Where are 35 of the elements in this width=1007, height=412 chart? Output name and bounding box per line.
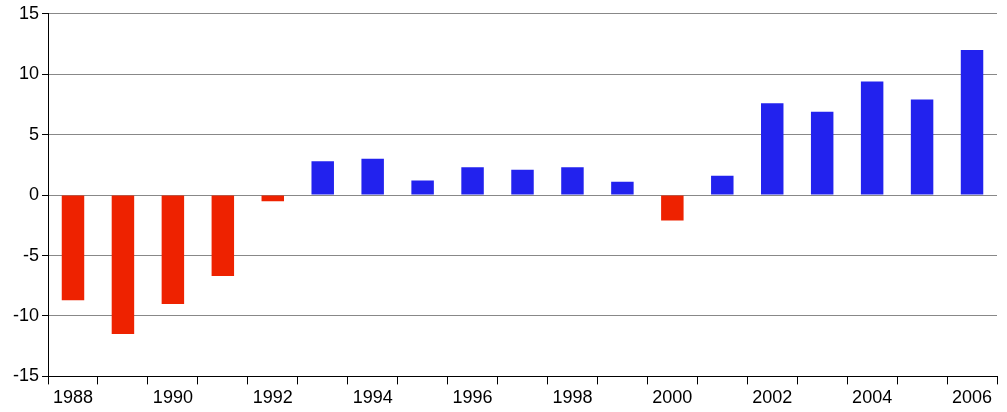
bar (511, 169, 534, 195)
bar (960, 50, 984, 195)
bar (311, 161, 334, 195)
x-tick-label: 1994 (352, 387, 393, 408)
y-tick-label: -5 (23, 244, 40, 265)
x-tick-label: 1998 (552, 387, 593, 408)
x-tick-label: 1990 (152, 387, 193, 408)
x-tick-label: 2000 (652, 387, 693, 408)
x-tick-label: 2002 (752, 387, 793, 408)
bar (711, 175, 734, 195)
y-tick-label: 5 (29, 123, 40, 144)
bar (810, 111, 834, 195)
bar (61, 195, 85, 301)
bar (411, 180, 434, 195)
bar (860, 81, 884, 195)
y-tick-label: 10 (18, 63, 40, 84)
bar (161, 195, 185, 304)
x-tick-label: 1996 (452, 387, 493, 408)
bar (461, 167, 484, 195)
bar (361, 158, 384, 195)
bar (761, 103, 784, 195)
x-tick-label: 1992 (252, 387, 293, 408)
y-tick-label: -15 (13, 365, 40, 386)
bar (561, 167, 584, 195)
bar (611, 181, 634, 195)
y-tick-label: 0 (29, 184, 40, 205)
bar (211, 195, 235, 277)
x-tick-label: 2006 (952, 387, 993, 408)
bar (910, 99, 934, 195)
y-tick-label: -10 (13, 304, 40, 325)
bar (111, 195, 135, 335)
x-tick-label: 2004 (852, 387, 893, 408)
x-tick-label: 1988 (52, 387, 94, 408)
bar (661, 195, 684, 221)
y-tick-label: 15 (18, 2, 40, 23)
